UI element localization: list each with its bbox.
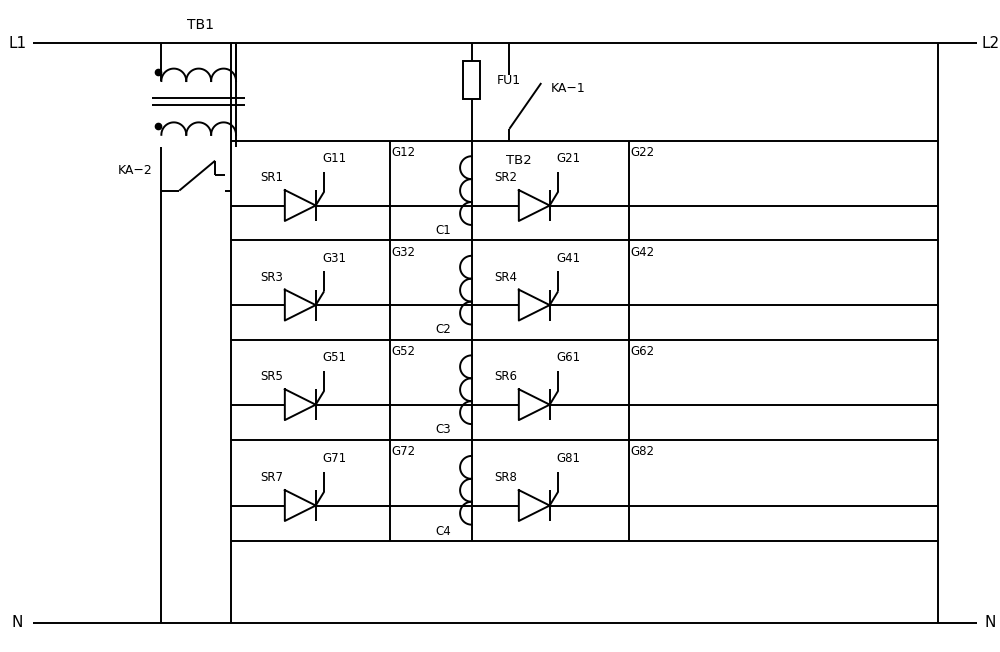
- Text: G81: G81: [556, 452, 580, 466]
- Text: C3: C3: [436, 423, 451, 436]
- Text: KA−2: KA−2: [118, 164, 153, 177]
- Text: C2: C2: [436, 323, 452, 336]
- Text: C4: C4: [436, 525, 452, 538]
- Text: G62: G62: [631, 346, 655, 359]
- Text: SR2: SR2: [494, 171, 517, 185]
- Text: G32: G32: [392, 246, 416, 259]
- Text: FU1: FU1: [496, 74, 521, 87]
- Text: N: N: [985, 615, 996, 630]
- Text: G61: G61: [556, 351, 580, 364]
- Text: G12: G12: [392, 146, 416, 159]
- Text: N: N: [12, 615, 23, 630]
- Text: TB1: TB1: [187, 18, 214, 33]
- Text: G21: G21: [556, 153, 580, 165]
- Text: SR7: SR7: [260, 471, 283, 484]
- Text: SR5: SR5: [260, 370, 283, 383]
- Text: G31: G31: [322, 252, 346, 265]
- Text: SR6: SR6: [494, 370, 517, 383]
- Text: G82: G82: [631, 445, 655, 458]
- Text: L2: L2: [981, 36, 999, 51]
- Text: L1: L1: [8, 36, 27, 51]
- Text: TB2: TB2: [506, 155, 532, 167]
- Text: G52: G52: [392, 346, 416, 359]
- Text: G71: G71: [322, 452, 346, 466]
- Bar: [463, 61, 480, 99]
- Text: SR1: SR1: [260, 171, 283, 185]
- Text: C1: C1: [436, 224, 452, 237]
- Text: G72: G72: [392, 445, 416, 458]
- Text: SR3: SR3: [260, 271, 283, 284]
- Text: G11: G11: [322, 153, 346, 165]
- Text: SR8: SR8: [494, 471, 517, 484]
- Text: G51: G51: [322, 351, 346, 364]
- Text: G42: G42: [631, 246, 655, 259]
- Text: SR4: SR4: [494, 271, 517, 284]
- Text: G22: G22: [631, 146, 655, 159]
- Text: G41: G41: [556, 252, 580, 265]
- Text: KA−1: KA−1: [551, 82, 586, 95]
